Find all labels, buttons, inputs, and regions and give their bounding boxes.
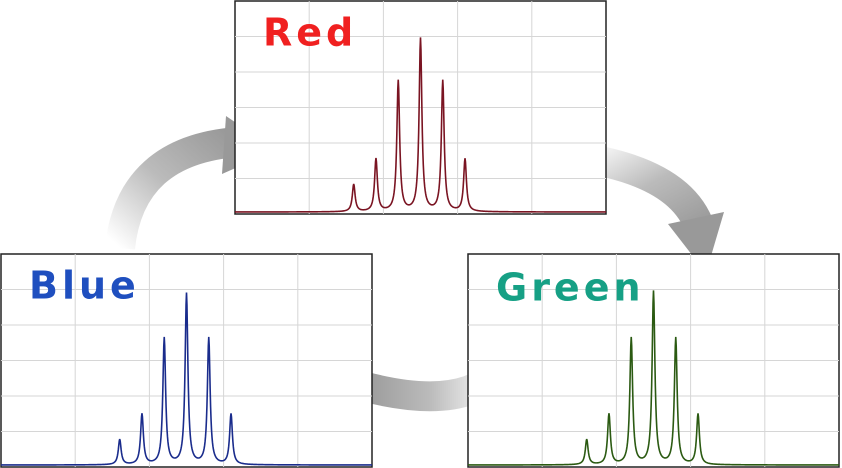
peak <box>119 439 121 441</box>
peak <box>697 413 699 415</box>
peak <box>163 337 165 339</box>
peak <box>653 291 654 293</box>
spectrum-panel: Red <box>234 0 607 215</box>
panel-label: Red <box>263 11 357 55</box>
peak <box>608 413 610 415</box>
peak <box>675 337 677 339</box>
peak <box>397 80 399 82</box>
arrow <box>105 127 240 250</box>
spectrum-panel: Green <box>467 253 840 468</box>
peak <box>208 337 210 339</box>
peak <box>230 413 232 415</box>
spectrum-line <box>468 290 839 466</box>
spectrum-line <box>1 292 372 466</box>
spectrum-panel: Blue <box>0 253 373 468</box>
peak <box>375 158 377 160</box>
peak <box>353 184 355 186</box>
peak <box>586 439 588 441</box>
peak <box>630 337 632 339</box>
peak <box>420 38 421 40</box>
peak <box>186 293 187 295</box>
peak <box>141 413 143 415</box>
spectrum-line <box>235 37 606 213</box>
peak <box>464 158 466 160</box>
panel-label: Green <box>496 266 645 310</box>
peak <box>442 80 444 82</box>
panel-label: Blue <box>29 264 140 308</box>
